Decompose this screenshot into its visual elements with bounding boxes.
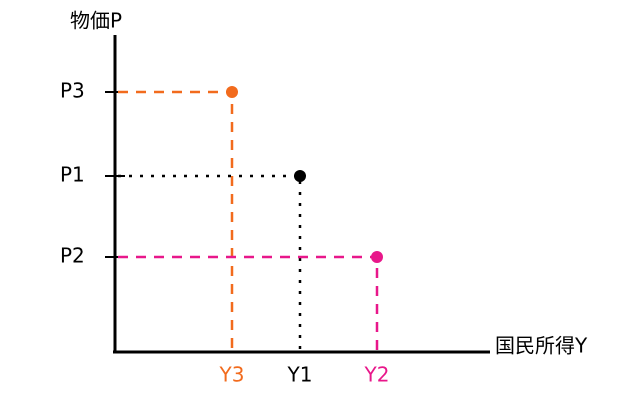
income-label: Y2 [364,363,390,387]
price-label: P1 [60,163,85,187]
y-axis-label: 物価P [70,9,122,33]
price-label: P3 [60,79,85,103]
point [371,251,383,263]
guide-line [118,90,234,350]
guide-line [118,174,302,350]
x-axis-label: 国民所得Y [495,334,588,358]
price-label: P2 [60,244,85,268]
income-label: Y3 [219,363,245,387]
income-label: Y1 [287,363,313,387]
point [294,170,306,182]
guide-line [118,255,379,350]
point [226,86,238,98]
